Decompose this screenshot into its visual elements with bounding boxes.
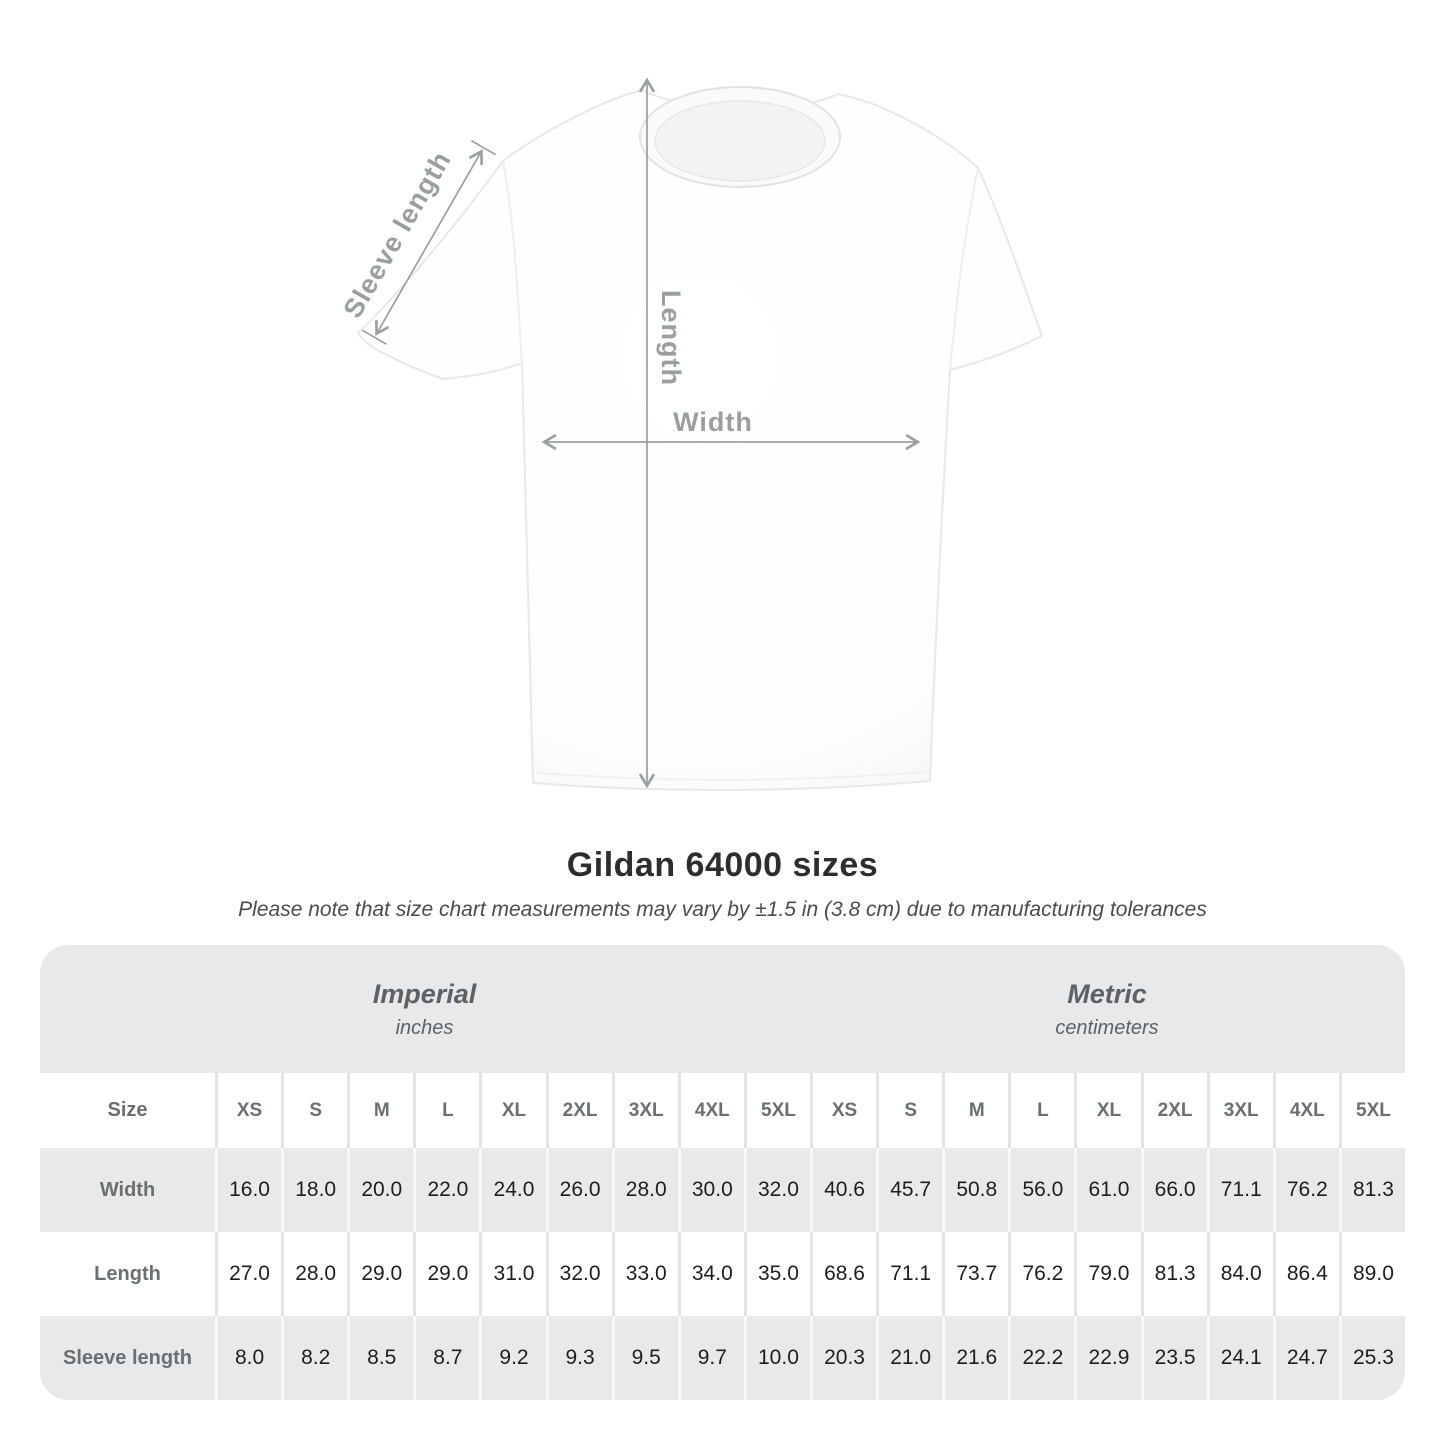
row-label: Length <box>94 1262 161 1285</box>
value-cell-metric: 89.0 <box>1338 1232 1405 1316</box>
size-table: Imperial inches Metric centimeters Size X… <box>40 945 1405 1400</box>
size-header-imperial: XL <box>479 1073 545 1148</box>
size-table-body: Size XS S M L XL 2XL 3XL 4XL 5XL XS S M L XL 2XL 3XL 4XL 5… <box>40 1073 1405 1400</box>
value-cell-metric: 73.7 <box>942 1232 1008 1316</box>
value-cell-imperial: 29.0 <box>347 1232 413 1316</box>
value-cell-imperial: 16.0 <box>215 1148 281 1232</box>
value-cell-imperial: 24.0 <box>479 1148 545 1232</box>
value-cell-imperial: 9.2 <box>479 1316 545 1400</box>
imperial-unit: inches <box>395 1016 454 1039</box>
value-cell-metric: 23.5 <box>1140 1316 1207 1400</box>
value-cell-imperial: 9.5 <box>611 1316 678 1400</box>
value-cell-metric: 81.3 <box>1338 1148 1405 1232</box>
value-cell-imperial: 30.0 <box>677 1148 744 1232</box>
tshirt-image <box>357 86 1043 792</box>
size-header-imperial: 2XL <box>545 1073 612 1148</box>
value-cell-metric: 76.2 <box>1008 1232 1074 1316</box>
imperial-group-header: Imperial inches <box>40 945 809 1073</box>
value-cell-imperial: 22.0 <box>413 1148 479 1232</box>
value-cell-imperial: 8.0 <box>215 1316 281 1400</box>
value-cell-imperial: 34.0 <box>677 1232 744 1316</box>
value-cell-imperial: 8.2 <box>281 1316 347 1400</box>
value-cell-imperial: 28.0 <box>281 1232 347 1316</box>
value-cell-metric: 25.3 <box>1338 1316 1405 1400</box>
tshirt-diagram: Length Width Sleeve length <box>337 77 1043 792</box>
size-header-metric: S <box>876 1073 942 1148</box>
value-cell-imperial: 20.0 <box>347 1148 413 1232</box>
value-cell-metric: 81.3 <box>1140 1232 1207 1316</box>
value-cell-metric: 86.4 <box>1272 1232 1339 1316</box>
unit-group-header-band: Imperial inches Metric centimeters <box>40 945 1405 1073</box>
value-cell-metric: 22.2 <box>1008 1316 1074 1400</box>
row-label: Width <box>99 1178 156 1201</box>
tolerance-note: Please note that size chart measurements… <box>238 898 1207 921</box>
value-cell-metric: 68.6 <box>810 1232 876 1316</box>
value-cell-metric: 22.9 <box>1074 1316 1140 1400</box>
value-cell-metric: 66.0 <box>1140 1148 1207 1232</box>
value-cell-metric: 56.0 <box>1008 1148 1074 1232</box>
value-cell-metric: 79.0 <box>1074 1232 1140 1316</box>
page-title: Gildan 64000 sizes <box>566 846 879 884</box>
value-cell-imperial: 8.5 <box>347 1316 413 1400</box>
value-cell-metric: 20.3 <box>810 1316 876 1400</box>
length-label: Length <box>656 290 686 386</box>
size-header-row: Size XS S M L XL 2XL 3XL 4XL 5XL XS S M L XL 2XL 3XL 4XL 5… <box>40 1073 1405 1148</box>
metric-title: Metric <box>1067 978 1147 1009</box>
value-cell-imperial: 26.0 <box>545 1148 612 1232</box>
value-cell-metric: 71.1 <box>876 1232 942 1316</box>
value-cell-metric: 50.8 <box>942 1148 1008 1232</box>
size-header-metric: L <box>1008 1073 1074 1148</box>
size-header-metric: 2XL <box>1140 1073 1207 1148</box>
value-cell-imperial: 28.0 <box>611 1148 678 1232</box>
value-cell-imperial: 8.7 <box>413 1316 479 1400</box>
size-header-metric: M <box>942 1073 1008 1148</box>
measurement-row-width: Width 16.0 18.0 20.0 22.0 24.0 26.0 28.0 30.0 32.… <box>40 1148 1405 1232</box>
value-cell-metric: 45.7 <box>876 1148 942 1232</box>
value-cell-imperial: 33.0 <box>611 1232 678 1316</box>
value-cell-imperial: 27.0 <box>215 1232 281 1316</box>
value-cell-imperial: 35.0 <box>743 1232 810 1316</box>
size-header-metric: 3XL <box>1206 1073 1273 1148</box>
size-header-imperial: 3XL <box>611 1073 678 1148</box>
size-header-metric: XL <box>1074 1073 1140 1148</box>
size-header-imperial: L <box>413 1073 479 1148</box>
size-header-imperial: 4XL <box>677 1073 744 1148</box>
measurement-row-length: Length 27.0 28.0 29.0 29.0 31.0 32.0 33.0 34.0 35… <box>40 1232 1405 1316</box>
size-header-imperial: 5XL <box>743 1073 810 1148</box>
value-cell-metric: 61.0 <box>1074 1148 1140 1232</box>
imperial-title: Imperial <box>372 978 477 1009</box>
value-cell-imperial: 9.7 <box>677 1316 744 1400</box>
sleeve-length-arrow <box>361 139 497 346</box>
value-cell-imperial: 31.0 <box>479 1232 545 1316</box>
metric-unit: centimeters <box>1055 1016 1159 1039</box>
row-label: Sleeve length <box>63 1346 192 1369</box>
value-cell-imperial: 32.0 <box>743 1148 810 1232</box>
size-header-metric: 4XL <box>1272 1073 1339 1148</box>
size-header-imperial: M <box>347 1073 413 1148</box>
value-cell-imperial: 29.0 <box>413 1232 479 1316</box>
value-cell-metric: 84.0 <box>1206 1232 1273 1316</box>
value-cell-metric: 24.1 <box>1206 1316 1273 1400</box>
size-header-imperial: XS <box>215 1073 281 1148</box>
value-cell-metric: 71.1 <box>1206 1148 1273 1232</box>
value-cell-imperial: 9.3 <box>545 1316 612 1400</box>
value-cell-metric: 21.6 <box>942 1316 1008 1400</box>
value-cell-imperial: 18.0 <box>281 1148 347 1232</box>
size-column-title: Size <box>107 1099 148 1121</box>
value-cell-imperial: 32.0 <box>545 1232 612 1316</box>
value-cell-metric: 21.0 <box>876 1316 942 1400</box>
value-cell-imperial: 10.0 <box>743 1316 810 1400</box>
value-cell-metric: 76.2 <box>1272 1148 1339 1232</box>
measurement-row-sleeve-length: Sleeve length 8.0 8.2 8.5 8.7 9.2 9.3 9.5 9.7 10.… <box>40 1316 1405 1400</box>
value-cell-metric: 24.7 <box>1272 1316 1339 1400</box>
size-header-metric: XS <box>810 1073 876 1148</box>
width-label: Width <box>673 407 753 437</box>
value-cell-metric: 40.6 <box>810 1148 876 1232</box>
size-header-imperial: S <box>281 1073 347 1148</box>
metric-group-header: Metric centimeters <box>809 945 1405 1073</box>
size-header-metric: 5XL <box>1338 1073 1405 1148</box>
